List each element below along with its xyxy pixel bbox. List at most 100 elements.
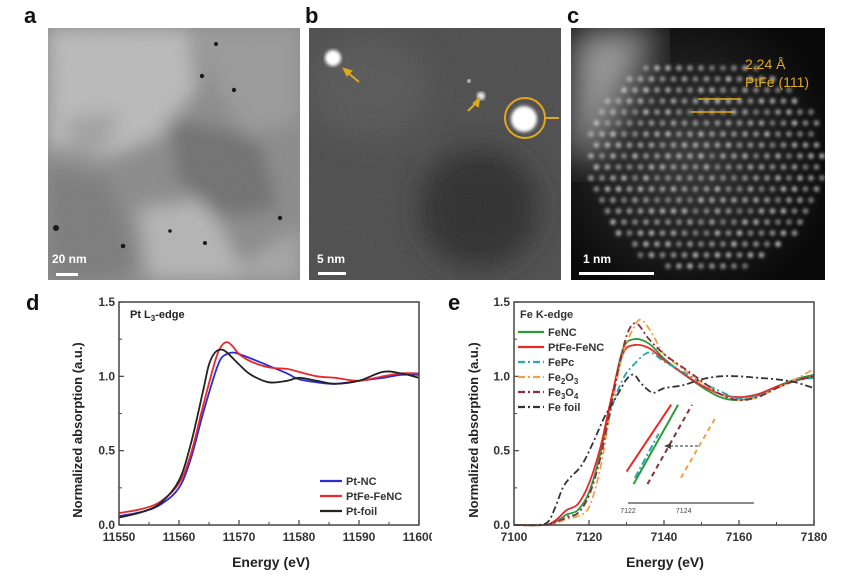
atom-column	[627, 120, 633, 126]
atom-column	[643, 219, 649, 225]
atom-column	[704, 186, 710, 192]
atom-column	[627, 98, 633, 104]
atom-column	[638, 142, 644, 148]
atom-column	[753, 109, 759, 115]
atom-column	[781, 142, 787, 148]
scale-bar-c	[579, 272, 654, 275]
atom-column	[665, 241, 671, 247]
atom-column	[627, 142, 633, 148]
atom-column	[781, 164, 787, 170]
atom-column	[671, 164, 677, 170]
chart-fe-k-edge: 7100 7120 7140 7160 71800.00.51.01.5Fe K-edg…	[432, 285, 864, 577]
chart-e-title: Fe K-edge	[520, 309, 573, 321]
atom-column	[786, 197, 792, 203]
atom-column	[748, 186, 754, 192]
atom-column	[676, 87, 682, 93]
atom-column	[709, 175, 715, 181]
atom-column	[594, 186, 600, 192]
atom-column	[632, 219, 638, 225]
atom-column	[742, 131, 748, 137]
atom-column	[797, 153, 803, 159]
legend-label: Pt-foil	[346, 506, 377, 518]
atom-column	[676, 153, 682, 159]
atom-column	[599, 153, 605, 159]
atom-column	[786, 109, 792, 115]
atom-column	[748, 252, 754, 258]
atom-column	[638, 230, 644, 236]
x-tick-label: 11580	[283, 530, 316, 544]
atom-column	[687, 263, 693, 269]
shift-arrow-head-icon	[664, 443, 671, 449]
atom-column	[781, 186, 787, 192]
atom-column	[588, 153, 594, 159]
atom-column	[731, 87, 737, 93]
atom-column	[704, 120, 710, 126]
x-tick-label: 11600	[403, 530, 432, 544]
y-tick-label: 0.0	[493, 518, 510, 532]
atom-column	[627, 208, 633, 214]
atom-column	[709, 219, 715, 225]
atom-column	[599, 131, 605, 137]
atom-column	[671, 208, 677, 214]
atom-column	[649, 252, 655, 258]
atom-column	[709, 87, 715, 93]
atom-column	[748, 164, 754, 170]
atom-column	[676, 109, 682, 115]
atom-column	[709, 197, 715, 203]
atom-column	[660, 142, 666, 148]
atom-column	[638, 208, 644, 214]
atom-column	[715, 252, 721, 258]
lattice-spacing-label: 2.24 Å	[745, 56, 785, 72]
atom-column	[742, 153, 748, 159]
atom-column	[665, 263, 671, 269]
atom-column	[676, 197, 682, 203]
atom-column	[698, 131, 704, 137]
atom-column	[693, 186, 699, 192]
atomic-image-c: 2.24 Å PtFe (111) 1 nm	[571, 28, 825, 280]
atom-column	[759, 120, 765, 126]
legend-label: Fe foil	[548, 402, 580, 414]
atom-column	[638, 164, 644, 170]
atom-column	[660, 120, 666, 126]
atom-column	[687, 241, 693, 247]
atom-column	[737, 76, 743, 82]
atom-column	[632, 109, 638, 115]
atom-column	[797, 175, 803, 181]
y-tick-label: 1.0	[493, 369, 510, 383]
atom-column	[764, 241, 770, 247]
atom-column	[676, 175, 682, 181]
legend-label: Fe2O3	[548, 372, 579, 386]
atom-column	[759, 230, 765, 236]
atom-column	[610, 109, 616, 115]
atom-column	[660, 252, 666, 258]
atom-column	[610, 197, 616, 203]
atom-column	[682, 98, 688, 104]
atom-column	[808, 153, 814, 159]
atom-column	[737, 120, 743, 126]
atom-column	[665, 87, 671, 93]
atom-column	[654, 109, 660, 115]
atom-column	[775, 109, 781, 115]
atom-column	[698, 65, 704, 71]
atom-column	[731, 153, 737, 159]
atom-column	[605, 120, 611, 126]
scale-bar-a	[56, 273, 78, 276]
atom-column	[599, 197, 605, 203]
atom-column	[731, 241, 737, 247]
x-tick-label: 7140	[651, 530, 678, 544]
atom-column	[770, 186, 776, 192]
atom-column	[605, 142, 611, 148]
atom-column	[726, 120, 732, 126]
atom-column	[693, 164, 699, 170]
y-tick-label: 0.0	[98, 518, 115, 532]
atom-column	[654, 241, 660, 247]
atom-column	[704, 76, 710, 82]
atom-column	[753, 131, 759, 137]
atom-column	[693, 120, 699, 126]
atom-column	[616, 98, 622, 104]
atom-column	[704, 230, 710, 236]
atom-column	[665, 109, 671, 115]
scale-label-b: 5 nm	[317, 252, 345, 266]
atom-column	[654, 175, 660, 181]
atom-column	[731, 219, 737, 225]
